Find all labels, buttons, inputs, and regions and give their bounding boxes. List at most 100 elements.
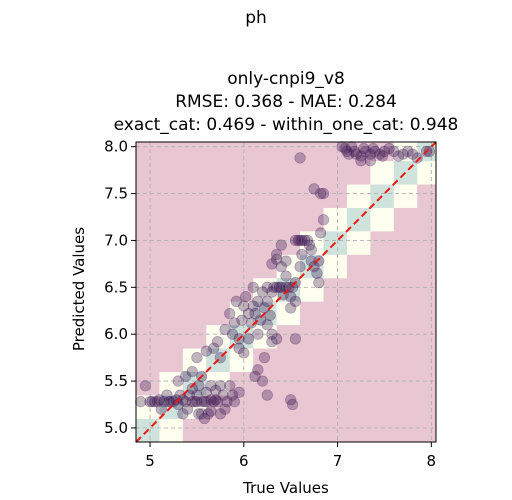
data-point bbox=[180, 396, 192, 408]
category-cell bbox=[417, 254, 437, 279]
category-cell bbox=[206, 160, 231, 185]
data-point bbox=[364, 148, 376, 160]
category-cell bbox=[370, 231, 395, 255]
category-cell bbox=[417, 371, 437, 396]
data-point bbox=[200, 386, 212, 398]
category-cell bbox=[417, 301, 437, 326]
y-tick-label: 6.0 bbox=[104, 325, 128, 343]
category-cell bbox=[229, 301, 254, 326]
data-point bbox=[219, 323, 231, 336]
data-point bbox=[286, 398, 299, 411]
data-point bbox=[146, 396, 158, 408]
category-cell bbox=[393, 371, 418, 396]
category-cell bbox=[300, 277, 324, 302]
data-point bbox=[205, 394, 217, 406]
chart-title-line-2: RMSE: 0.368 - MAE: 0.284 bbox=[175, 92, 397, 112]
category-cell bbox=[417, 184, 437, 208]
category-cell bbox=[182, 324, 207, 349]
y-tick-label: 6.5 bbox=[104, 278, 128, 296]
category-cell bbox=[370, 277, 395, 302]
category-cell bbox=[229, 277, 254, 302]
category-cell bbox=[136, 348, 160, 372]
data-point bbox=[240, 291, 252, 303]
data-point bbox=[191, 396, 203, 408]
data-point bbox=[406, 148, 419, 160]
category-cell bbox=[346, 418, 371, 443]
category-cell bbox=[253, 160, 277, 185]
plot-area: 5 6 7 8 5.0 5.5 6.0 6.5 7.0 7.5 8.0 bbox=[104, 138, 437, 470]
data-point bbox=[252, 364, 264, 376]
category-cell bbox=[346, 142, 371, 162]
data-point bbox=[238, 347, 250, 359]
category-cell bbox=[206, 231, 231, 255]
category-cell bbox=[323, 254, 348, 279]
data-point bbox=[208, 396, 220, 408]
category-cell bbox=[276, 254, 301, 279]
category-cell bbox=[253, 184, 277, 208]
data-point bbox=[252, 328, 264, 340]
data-point bbox=[303, 239, 316, 251]
data-point bbox=[233, 342, 245, 354]
category-cell bbox=[323, 207, 348, 232]
data-point bbox=[261, 281, 273, 293]
category-cell bbox=[276, 371, 301, 396]
category-cell bbox=[182, 231, 207, 255]
category-cell bbox=[393, 184, 418, 208]
data-point bbox=[205, 405, 217, 417]
category-cell bbox=[159, 207, 184, 232]
data-point bbox=[198, 412, 211, 425]
y-tick-label: 5.0 bbox=[104, 419, 128, 437]
data-point bbox=[275, 281, 287, 293]
data-point bbox=[264, 309, 276, 322]
category-cell bbox=[417, 348, 437, 372]
data-point bbox=[205, 380, 217, 392]
data-point bbox=[224, 380, 236, 392]
data-point bbox=[378, 145, 391, 157]
data-point bbox=[343, 148, 355, 160]
category-cell bbox=[229, 231, 254, 255]
category-cell bbox=[136, 277, 160, 302]
data-point bbox=[289, 234, 301, 247]
data-point bbox=[289, 295, 301, 307]
category-cell bbox=[346, 348, 371, 372]
category-cell bbox=[182, 418, 207, 443]
category-cell bbox=[206, 142, 231, 162]
data-point bbox=[191, 352, 203, 364]
data-point bbox=[266, 258, 278, 270]
category-cell bbox=[323, 324, 348, 349]
data-point bbox=[186, 382, 198, 395]
data-point bbox=[423, 145, 436, 157]
data-point bbox=[135, 396, 147, 408]
data-point bbox=[271, 248, 283, 261]
data-point bbox=[346, 141, 358, 153]
category-cell bbox=[182, 301, 207, 326]
category-cell bbox=[346, 184, 371, 208]
category-cell bbox=[159, 254, 184, 279]
y-tick-label: 5.5 bbox=[104, 372, 128, 390]
data-point bbox=[224, 307, 236, 320]
data-point bbox=[210, 384, 222, 397]
category-cell bbox=[136, 254, 160, 279]
data-point bbox=[233, 386, 245, 398]
category-cell bbox=[159, 418, 184, 443]
data-point bbox=[271, 333, 283, 345]
data-points bbox=[135, 141, 436, 425]
data-point bbox=[299, 234, 311, 247]
category-cell bbox=[323, 348, 348, 372]
category-cell bbox=[159, 142, 184, 162]
category-cell bbox=[229, 418, 254, 443]
category-cell bbox=[253, 348, 277, 372]
category-cell bbox=[300, 184, 324, 208]
category-cell bbox=[300, 160, 324, 185]
data-point bbox=[202, 408, 214, 420]
data-point bbox=[358, 142, 370, 155]
category-cell bbox=[370, 324, 395, 349]
data-point bbox=[144, 396, 156, 408]
data-point bbox=[247, 300, 259, 312]
category-cell bbox=[417, 418, 437, 443]
data-point bbox=[214, 408, 226, 420]
category-cell bbox=[393, 301, 418, 326]
data-point bbox=[261, 295, 273, 307]
x-tick-label: 7 bbox=[333, 452, 343, 470]
